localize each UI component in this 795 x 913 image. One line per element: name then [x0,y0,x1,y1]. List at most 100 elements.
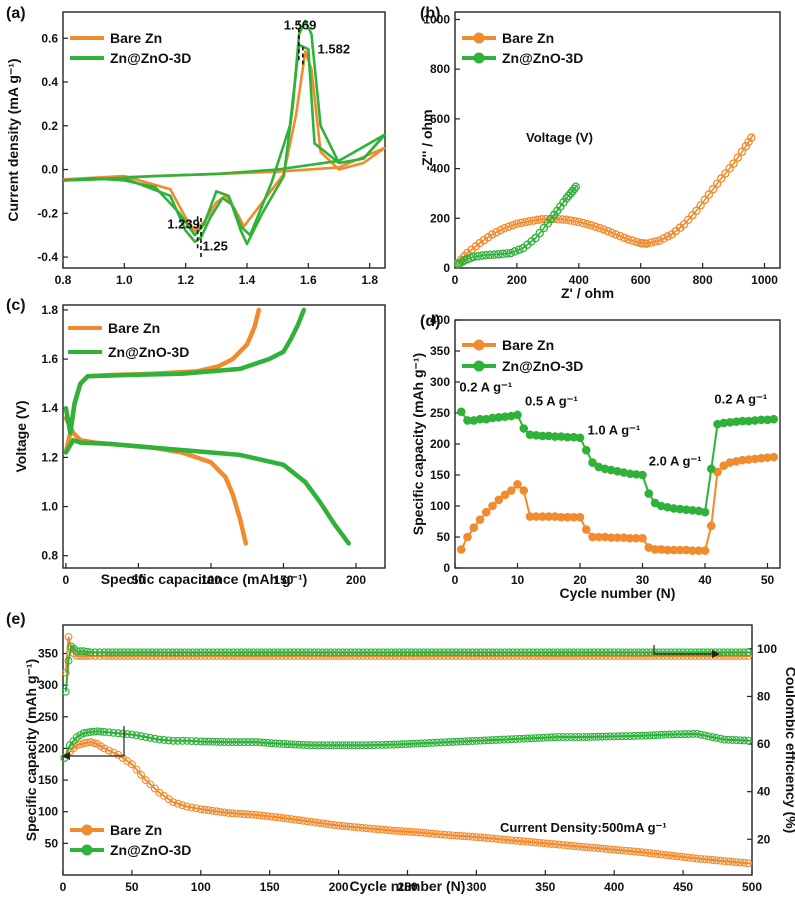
e-efficiency-series-1-point [354,648,363,657]
e-efficiency-series-1-point [512,648,521,657]
e-capacity-series-1-point [228,738,237,747]
e-efficiency-series-1-point [581,648,590,657]
e-capacity-series-0-point [736,858,745,867]
b-xtick-label-4: 800 [693,273,713,287]
e-capacity-series-0-point [515,837,524,845]
e-ytick-label-4: 250 [38,710,58,724]
e-ylabel-right: Coulombic efficiency (%) [783,667,795,833]
e-capacity-series-0-point [358,823,367,832]
d-xtick-label-1: 10 [511,573,525,587]
e-efficiency-series-1-point [658,648,667,657]
e-capacity-series-1-point [622,732,630,741]
e-capacity-series-1-point [673,730,682,739]
e-right-axis-arrowhead [712,650,720,658]
b-series-0-point [496,225,505,235]
e-capacity-series-0-point [625,847,634,856]
b-series-1-point [569,184,579,194]
e-efficiency-series-1-point [440,648,448,657]
b-series-0-point [599,225,608,234]
d-rate-label-1: 0.5 A g⁻¹ [525,394,578,409]
e-efficiency-series-1-point [100,648,109,657]
e-capacity-series-0-point [728,857,737,866]
e-xtick-label-3: 150 [260,880,280,894]
e-capacity-series-0-point [275,813,284,822]
c-series-1-curve-0 [63,437,351,546]
e-efficiency-series-1-point [253,648,262,657]
e-efficiency-series-1-point [213,648,221,657]
b-series-0-point [744,137,753,147]
e-capacity-series-0-point [150,784,159,793]
e-capacity-series-1-point [688,730,697,738]
b-series-0-point [733,153,743,162]
b-series-0-point [704,190,714,199]
e-capacity-series-0-point [539,839,548,848]
e-capacity-series-0-point [452,831,461,840]
e-efficiency-series-1-point [399,648,408,657]
e-efficiency-series-1-point [500,648,509,657]
e-capacity-series-0-point [507,836,516,845]
e-capacity-series-1-point [614,732,623,741]
e-efficiency-series-1-point [480,648,489,657]
b-series-0-point [620,233,629,243]
e-capacity-series-1-point [460,737,469,746]
e-capacity-series-0-point [472,833,481,841]
b-xlabel: Z' / ohm [561,285,614,301]
e-capacity-series-1-point [551,733,560,742]
e-efficiency-series-1-point [200,648,209,657]
e-efficiency-series-1-point [508,648,517,657]
e-efficiency-series-1-point [415,648,424,657]
e-capacity-series-1-point [248,738,256,747]
b-xtick-label-3: 600 [631,273,651,287]
e-capacity-series-0-point [563,841,571,850]
e-capacity-series-0-point [677,852,686,861]
e-efficiency-series-1-point [662,648,671,657]
d-xtick-label-5: 50 [761,573,775,587]
a-annotation-2: 1.239 [167,217,200,232]
d-ylabel: Specific capacity (mAh g⁻¹) [410,353,426,535]
b-series-0-point [582,219,592,229]
e-capacity-series-0-point [127,760,136,769]
e-capacity-series-0-point [629,847,638,856]
e-efficiency-series-1-point [358,648,367,657]
e-capacity-series-1-point [314,741,323,750]
e-efficiency-series-1-point [577,648,586,657]
e-capacity-series-0-point [547,839,556,848]
b-series-0-point [586,221,596,230]
e-efficiency-series-1-point [610,648,619,657]
e-capacity-series-1-point [413,739,422,748]
b-series-0-point [611,230,621,239]
e-efficiency-series-1-point [160,648,169,657]
e-efficiency-series-1-point [743,648,752,657]
e-efficiency-series-1-point [196,648,205,657]
e-efficiency-series-1-point [488,648,497,657]
e-efficiency-series-1-point [61,687,70,696]
b-series-1-point [571,182,581,191]
e-capacity-series-1-point [350,741,359,750]
e-efficiency-series-1-point [302,648,311,657]
e-efficiency-series-1-point [379,648,388,657]
e-capacity-series-0-point [440,830,449,839]
e-capacity-series-0-point [132,765,141,774]
e-efficiency-series-1-point [561,648,570,657]
a-ytick-label-0: -0.4 [37,250,58,264]
panel-b: 0 200 400 600 800 1000 0 200 400 600 800 1000 -Z'' /… [419,5,781,301]
e-capacity-series-1-point [503,735,512,744]
e-efficiency-series-1-point [375,648,384,657]
e-capacity-series-0-point [433,830,441,838]
e-capacity-series-0-point [594,844,603,853]
e-efficiency-series-1-point [533,648,542,657]
e-capacity-series-1-point [338,741,347,750]
d-rate-label-4: 0.2 A g⁻¹ [714,392,767,407]
e-capacity-series-1-point [468,737,477,745]
e-efficiency-series-1-point [431,648,440,657]
b-series-0-point [696,201,705,210]
e-capacity-series-1-point [700,731,709,740]
e-capacity-series-0-point [661,850,670,859]
e-capacity-series-0-point [527,838,536,847]
b-series-1-point [502,249,512,258]
e-efficiency-series-1-point [237,648,246,657]
e-efficiency-series-1-point [719,648,728,657]
e-capacity-series-1-point [334,741,343,750]
b-xtick-label-2: 400 [569,273,589,287]
e-efficiency-series-1-point [618,648,627,657]
